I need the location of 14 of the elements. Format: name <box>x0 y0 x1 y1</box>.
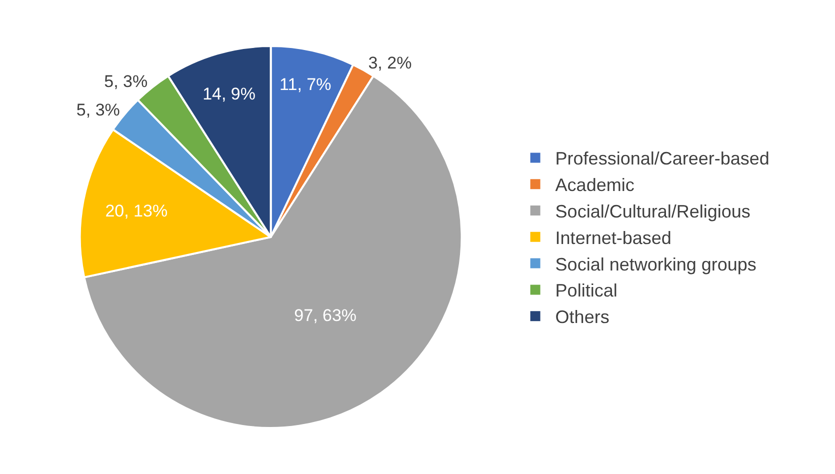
data-label: 14, 9% <box>202 84 256 104</box>
legend-label: Others <box>555 307 610 328</box>
legend-label: Internet-based <box>555 228 672 248</box>
data-label: 20, 13% <box>105 201 168 220</box>
legend-label: Professional/Career-based <box>555 148 770 169</box>
data-label: 3, 2% <box>368 53 412 72</box>
data-label: 5, 3% <box>76 100 120 120</box>
legend-label: Social/Cultural/Religious <box>555 202 750 222</box>
data-label: 11, 7% <box>280 74 332 94</box>
legend-label: Academic <box>555 175 634 196</box>
legend-label: Political <box>555 280 618 301</box>
data-label: 5, 3% <box>104 72 148 91</box>
legend-label: Social networking groups <box>555 254 756 274</box>
data-label: 97, 63% <box>294 306 357 325</box>
